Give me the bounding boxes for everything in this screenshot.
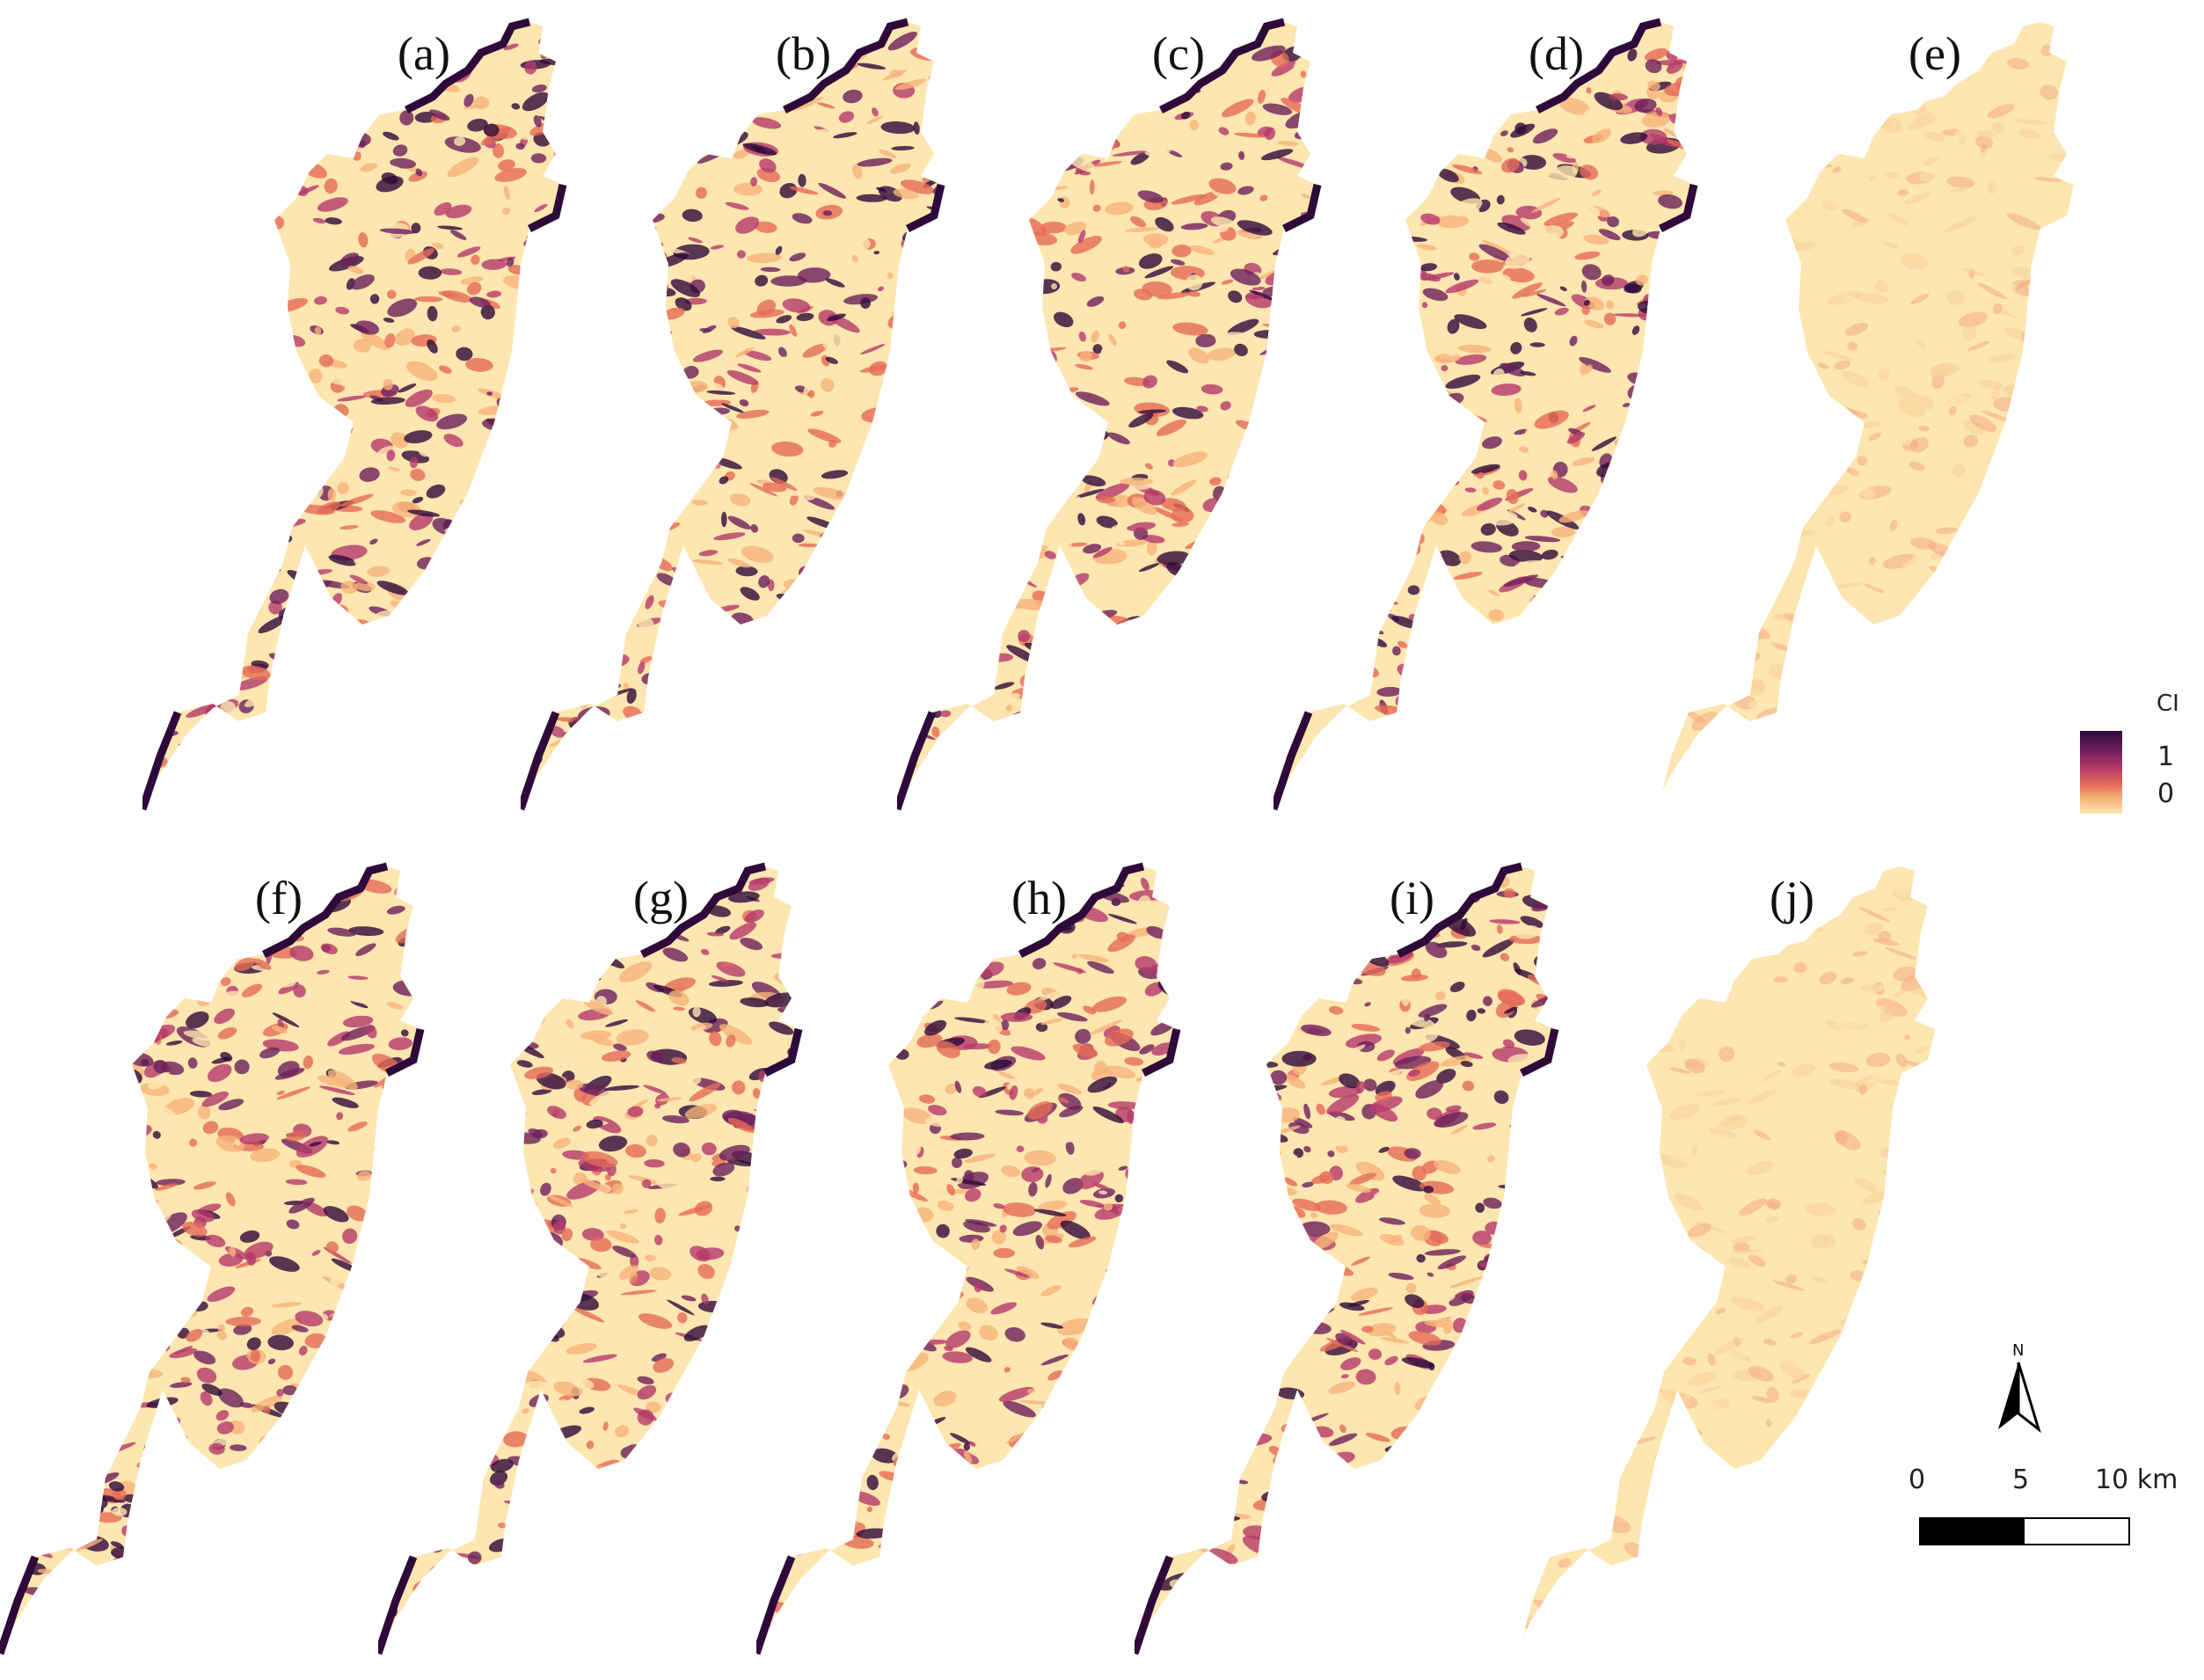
coastline-edge [897,18,1322,811]
coastline-edge [1135,862,1559,1655]
region-outline [521,22,941,809]
region-outline [378,866,799,1654]
legend-max-label: 1 [2157,741,2175,772]
panel-label-h: (h) [1011,872,1067,924]
coastline-edge [756,862,1181,1655]
legend-color-ramp [2080,731,2122,814]
region-outline [1514,866,1935,1654]
panel-label-j: (j) [1770,872,1814,924]
panel-label-e: (e) [1908,27,1961,80]
region-outline [0,866,420,1654]
coastline-edge [521,18,945,811]
panel-label-g: (g) [633,872,689,924]
map-panel-i: (i) [1135,844,1627,1680]
ci-map-j [1514,866,1935,1654]
panel-label-b: (b) [776,27,831,80]
ci-map-g [378,862,803,1655]
map-panel-g: (g) [378,844,871,1680]
coastline-edge [1274,18,1698,811]
ci-map-e [1653,22,2074,809]
map-panel-j: (j) [1514,844,2007,1680]
region-outline [1135,866,1555,1654]
ci-map-a [142,18,567,811]
ci-legend: CI 1 0 [2080,690,2194,831]
coastline-edge [378,862,803,1655]
scale-label-5: 5 [2012,1465,2030,1495]
scale-segment-black [1919,1517,2026,1545]
coastline-edge [142,18,567,811]
panel-label-f: (f) [255,872,303,924]
panel-label-c: (c) [1152,27,1205,80]
legend-min-label: 0 [2157,778,2175,809]
region-outline [1274,22,1694,809]
map-panel-b: (b) [521,0,1013,836]
legend-title: CI [2157,690,2179,717]
ci-map-b [521,18,945,811]
ci-map-h [756,862,1181,1655]
scale-label-0: 0 [1908,1465,1926,1495]
region-outline [142,22,563,809]
map-panel-a: (a) [142,0,635,836]
scale-segment-white [2023,1517,2130,1545]
region-outline [756,866,1177,1654]
north-arrow-letter: N [2012,1341,2025,1360]
panel-label-a: (a) [398,27,450,80]
ci-map-i [1135,862,1559,1655]
coastline-edge [0,862,425,1655]
panel-label-i: (i) [1390,872,1434,924]
panel-label-d: (d) [1529,27,1584,80]
map-panel-d: (d) [1274,0,1766,836]
scale-bar: 0 5 10 km [1891,1465,2181,1561]
north-arrow-icon: N [1979,1341,2067,1447]
map-panel-e: (e) [1653,0,2146,836]
scale-label-10: 10 km [2095,1465,2178,1495]
map-panel-h: (h) [756,844,1249,1680]
north-arrow-shape [1998,1362,2041,1434]
ci-map-d [1274,18,1698,811]
region-outline [897,22,1317,809]
